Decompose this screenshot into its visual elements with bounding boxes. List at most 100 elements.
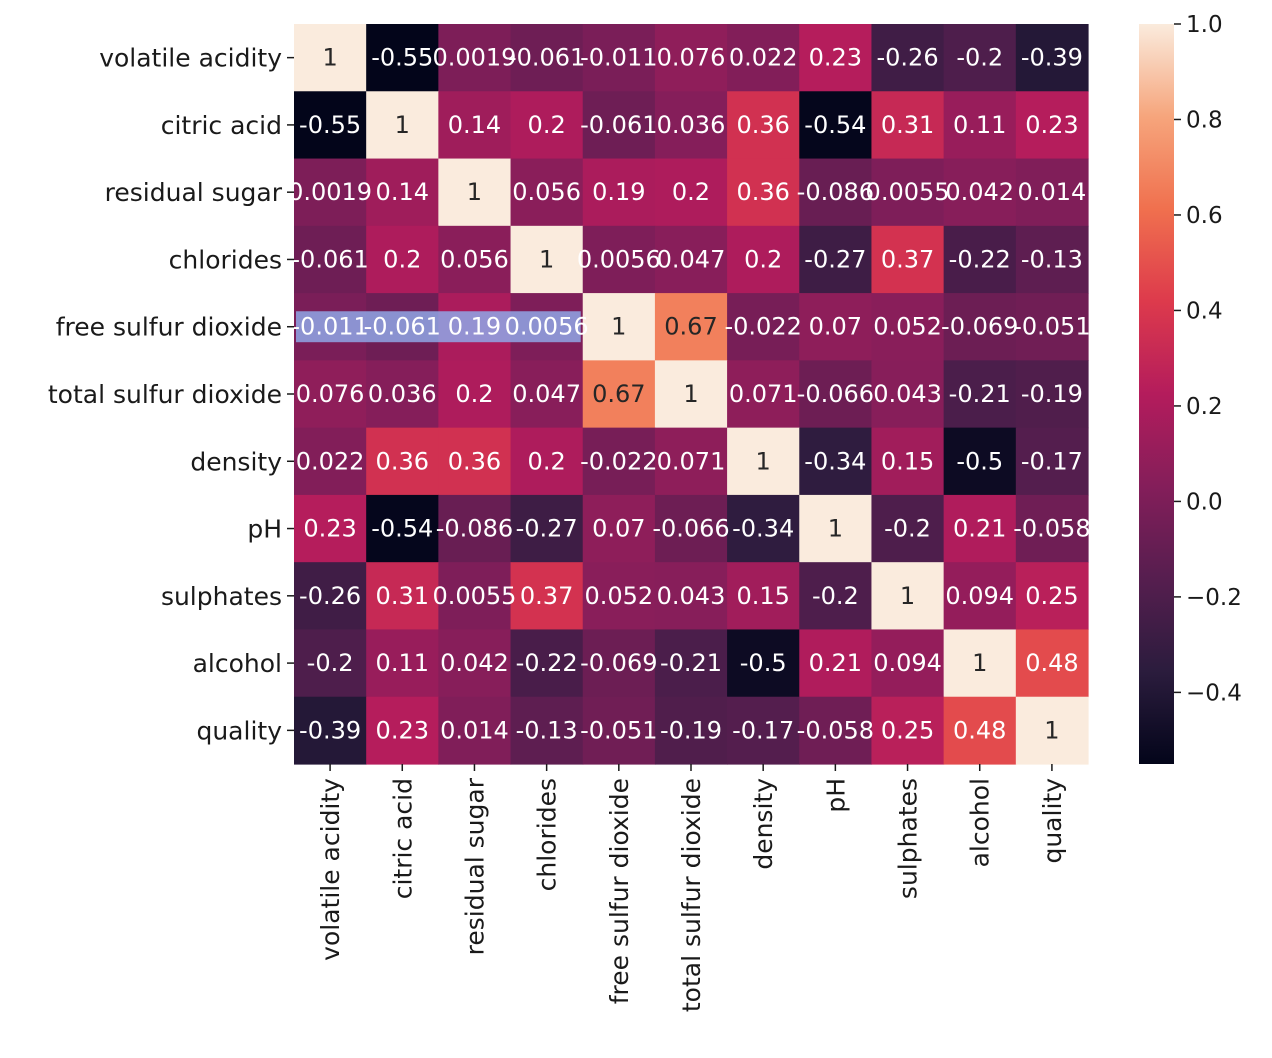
cell-value-label: 0.071 — [729, 380, 798, 408]
heatmap-cell — [438, 427, 512, 496]
cell-value-label: -0.051 — [1013, 313, 1090, 341]
column-label: volatile acidity — [316, 778, 345, 961]
column-label: citric acid — [388, 778, 417, 899]
heatmap-cell — [1015, 158, 1089, 227]
heatmap-cell — [799, 629, 873, 698]
cell-value-label: -0.27 — [516, 515, 578, 543]
heatmap-cell — [294, 696, 367, 765]
cell-value-label: 0.042 — [440, 649, 509, 677]
y-axis-tick-labels: volatile acidity citric acid residual suga… — [48, 44, 294, 745]
cell-value-label: -0.061 — [291, 245, 368, 273]
cell-value-label: 0.056 — [512, 178, 581, 206]
cell-value-label: 1 — [828, 515, 843, 543]
heatmap-cell — [799, 494, 873, 563]
cell-value-label: 0.23 — [303, 515, 356, 543]
cell-value-label: 0.67 — [664, 313, 717, 341]
cell-value-label: 0.14 — [376, 178, 429, 206]
heatmap-cell — [366, 427, 439, 496]
heatmap-cell — [1015, 696, 1089, 765]
row-label: chlorides — [169, 245, 282, 274]
heatmap-cell — [510, 225, 584, 294]
column-label: chlorides — [533, 778, 562, 891]
heatmap-cell — [799, 562, 873, 631]
cell-value-label: 0.37 — [881, 245, 934, 273]
heatmap-cell — [871, 494, 945, 563]
text-selection-highlight — [296, 311, 581, 343]
cell-value-label: -0.2 — [307, 649, 354, 677]
cell-value-label: 0.042 — [945, 178, 1014, 206]
heatmap-cell — [366, 629, 439, 698]
cell-value-label: 0.076 — [296, 380, 365, 408]
cell-value-label: 0.071 — [657, 447, 726, 475]
heatmap-cell — [510, 696, 584, 765]
cell-value-label: 0.094 — [945, 582, 1014, 610]
row-label: pH — [247, 515, 282, 544]
cell-value-label: 0.15 — [881, 447, 934, 475]
heatmap-cell — [943, 562, 1017, 631]
cell-value-label: 0.36 — [736, 111, 789, 139]
cell-value-label: 1 — [322, 44, 337, 72]
cell-value-label: -0.051 — [580, 716, 657, 744]
cell-value-label: 0.0056 — [577, 245, 661, 273]
cell-value-label: 0.043 — [873, 380, 942, 408]
cell-value-label: -0.086 — [797, 178, 874, 206]
heatmap-cell — [943, 696, 1017, 765]
heatmap-cell — [438, 91, 512, 160]
heatmap-cell — [366, 225, 439, 294]
column-label: density — [749, 778, 778, 870]
heatmap-cell — [727, 293, 800, 361]
heatmap-cell — [727, 562, 800, 631]
heatmap-cell — [654, 91, 728, 160]
heatmap-cell — [582, 24, 656, 92]
heatmap-cell — [1015, 24, 1089, 92]
heatmap-cell — [582, 696, 656, 765]
heatmap-cell — [294, 562, 367, 631]
heatmap-cell — [654, 629, 728, 698]
cell-value-label: -0.19 — [1021, 380, 1083, 408]
cell-value-label: 0.094 — [873, 649, 942, 677]
heatmap-cell — [510, 24, 584, 92]
heatmap-cell — [654, 293, 728, 361]
heatmap-cell — [582, 293, 656, 361]
cell-value-label: 0.0055 — [866, 178, 950, 206]
cell-value-label: -0.069 — [580, 649, 657, 677]
cell-value-label: -0.061 — [508, 44, 585, 72]
heatmap-cell — [943, 293, 1017, 361]
cell-value-label: -0.058 — [1013, 515, 1090, 543]
heatmap-cell — [1015, 360, 1089, 429]
heatmap-cell — [727, 158, 800, 227]
cell-value-label: 0.047 — [657, 245, 726, 273]
heatmap-cell — [1015, 629, 1089, 698]
cell-value-label: 0.0019 — [288, 178, 372, 206]
cell-value-label: 1 — [1044, 716, 1059, 744]
heatmap-cell — [1015, 427, 1089, 496]
column-label: free sulfur dioxide — [605, 778, 634, 1004]
cell-value-label: -0.17 — [732, 716, 794, 744]
heatmap-cell — [654, 24, 728, 92]
cell-value-label: -0.54 — [371, 515, 433, 543]
cell-value-label: 0.047 — [512, 380, 581, 408]
cell-value-label: 0.2 — [528, 111, 566, 139]
cell-value-label: -0.022 — [580, 447, 657, 475]
cell-value-label: -0.5 — [740, 649, 787, 677]
heatmap-cell — [582, 360, 656, 429]
cell-value-label: -0.011 — [580, 44, 657, 72]
heatmap-cell — [510, 91, 584, 160]
heatmap-cell — [943, 629, 1017, 698]
heatmap-cell — [943, 91, 1017, 160]
cell-value-label: -0.2 — [884, 515, 931, 543]
heatmap-cell — [799, 158, 873, 227]
heatmap-cell — [438, 696, 512, 765]
cell-value-label: 0.07 — [809, 313, 862, 341]
colorbar-tick-label: −0.2 — [1186, 585, 1242, 611]
heatmap-cell — [799, 91, 873, 160]
heatmap-cell — [871, 360, 945, 429]
cell-value-label: 0.2 — [672, 178, 710, 206]
cell-value-label: 0.23 — [376, 716, 429, 744]
heatmap-cell — [943, 427, 1017, 496]
cell-value-label: 0.19 — [592, 178, 645, 206]
heatmap-cells — [294, 24, 1089, 765]
heatmap-cell — [727, 696, 800, 765]
heatmap-cell — [1015, 494, 1089, 563]
colorbar-tick-label: 0.8 — [1186, 107, 1223, 133]
